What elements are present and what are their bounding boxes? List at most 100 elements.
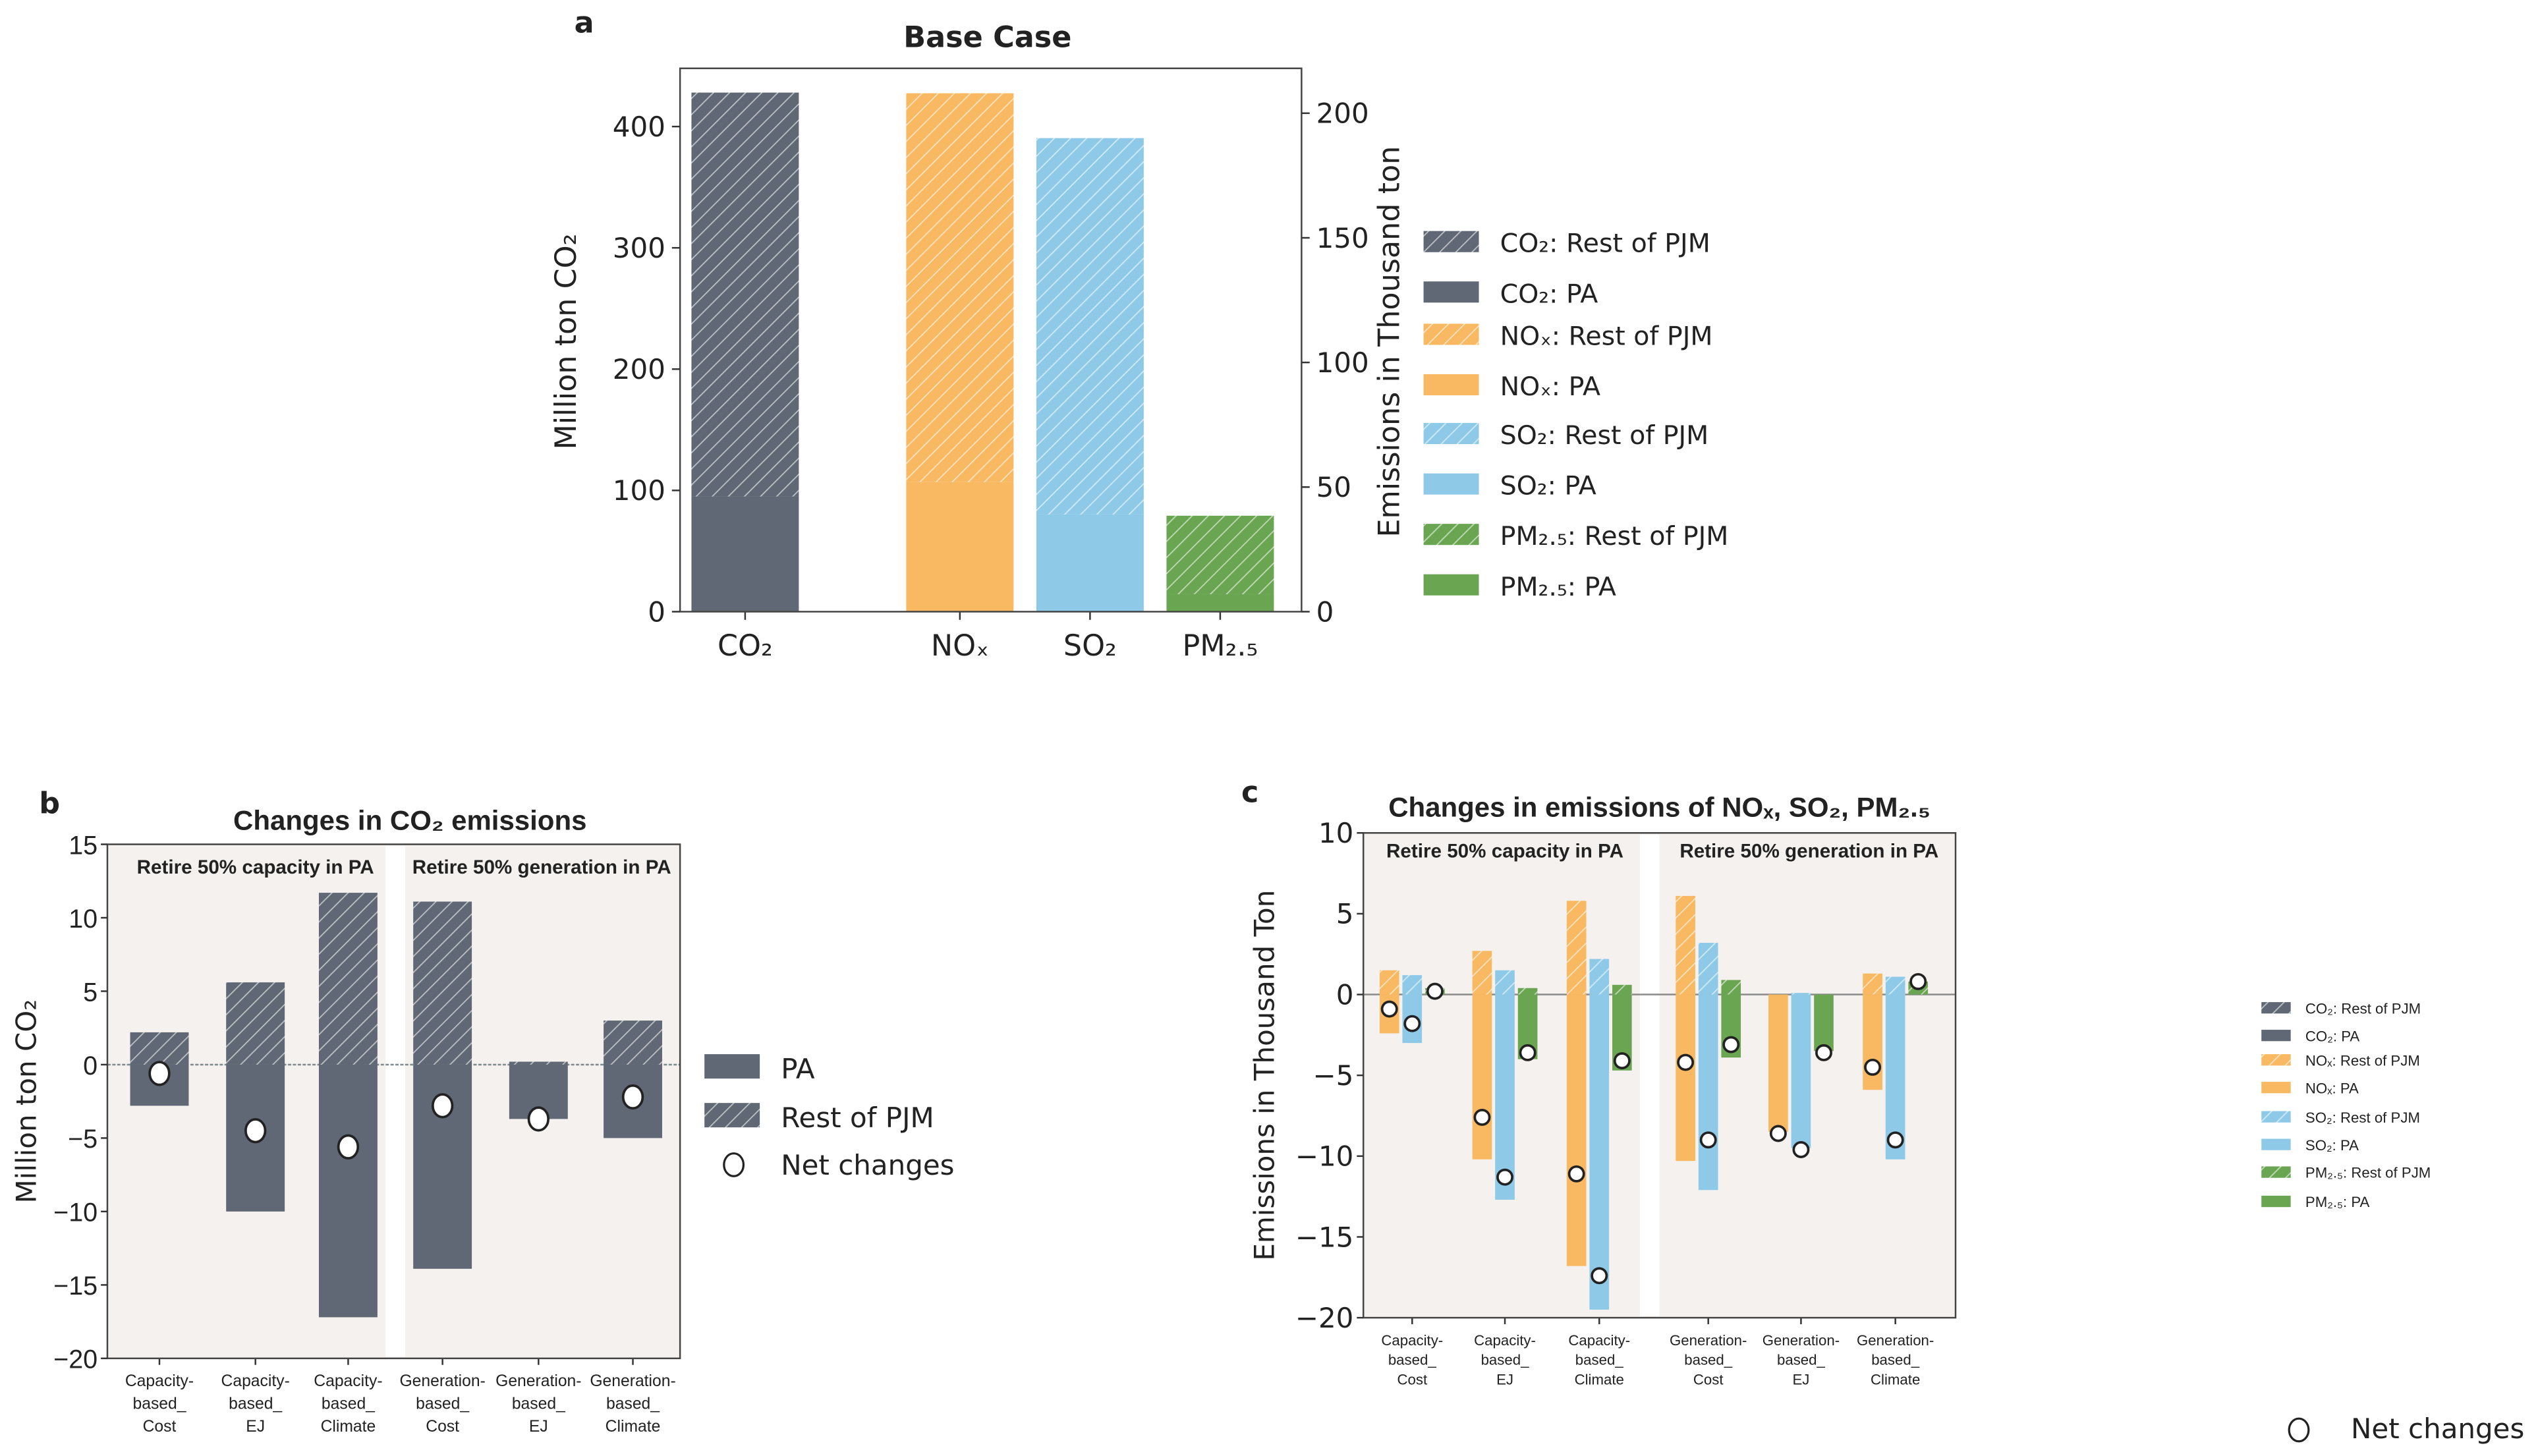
- bar-pa-PM25: [1166, 594, 1274, 612]
- legend-swatch: [1423, 323, 1479, 345]
- legend-swatch: [2261, 1082, 2291, 1094]
- legend-label: PA: [781, 1053, 815, 1085]
- x-tick-label: Cost: [426, 1418, 459, 1436]
- legend-swatch: [2261, 1030, 2291, 1042]
- chart-a-ylabel: Million ton CO₂: [550, 234, 583, 450]
- bar-rest-PM25: [1721, 980, 1741, 995]
- legend-label: Net changes: [781, 1149, 954, 1181]
- net-change-marker-PM25: [1519, 1044, 1537, 1061]
- bar-pa-PM25: [1814, 994, 1834, 1051]
- net-change-marker: [337, 1134, 360, 1160]
- x-tick-label: Capacity-: [221, 1372, 290, 1390]
- legend-label: NOₓ: PA: [2305, 1080, 2359, 1096]
- panel-letter-b: b: [39, 787, 60, 821]
- x-tick-label: EJ: [1496, 1371, 1513, 1387]
- net-change-marker-NOx: [1864, 1058, 1882, 1076]
- y-right-tick-label: 100: [1316, 347, 1369, 379]
- panel-letter-a: a: [575, 6, 594, 40]
- bar-rest-NOx: [1676, 895, 1695, 995]
- chart-b-group-label-generation: Retire 50% generation in PA: [412, 856, 671, 878]
- y-tick-label: 15: [69, 831, 98, 860]
- net-change-marker-PM25: [1613, 1052, 1631, 1070]
- legend-label: PM₂.₅: Rest of PJM: [2305, 1165, 2431, 1181]
- x-tick-label: Cost: [143, 1418, 177, 1436]
- legend-swatch: [1423, 231, 1479, 252]
- y-tick-label: −20: [1295, 1302, 1354, 1334]
- legend-label: PM₂.₅: PA: [1500, 572, 1616, 602]
- x-tick-label: based_: [512, 1395, 565, 1413]
- bar-rest-NOx: [1566, 901, 1587, 995]
- bar-pa-CO2: [691, 496, 799, 612]
- net-change-marker-NOx: [1567, 1165, 1585, 1183]
- legend-label: CO₂: PA: [1500, 279, 1598, 309]
- y-tick-label: 0: [1336, 978, 1354, 1011]
- net-change-marker-PM25: [1722, 1036, 1740, 1053]
- net-change-marker: [621, 1084, 644, 1110]
- x-tick-label: Capacity-: [1381, 1332, 1443, 1349]
- legend-label: Net changes: [2351, 1413, 2524, 1445]
- y-tick-label: 10: [69, 905, 98, 934]
- bar-pa-NOx: [1566, 994, 1587, 1266]
- y-tick-label: 200: [613, 353, 665, 385]
- x-tick-label: Capacity-: [125, 1372, 194, 1390]
- legend-swatch: [1423, 473, 1479, 495]
- net-change-marker: [148, 1061, 171, 1086]
- y-tick-label: 5: [1336, 898, 1354, 930]
- scenario-separator: [1639, 834, 1660, 1316]
- legend-swatch: [1423, 524, 1479, 546]
- legend-label: Rest of PJM: [781, 1102, 934, 1134]
- y-tick-label: −5: [68, 1125, 98, 1154]
- bar-rest-SO2: [1036, 138, 1144, 515]
- chart-b-ylabel: Million ton CO₂: [10, 999, 42, 1204]
- y-tick-label: 300: [613, 232, 665, 264]
- chart-c-title: Changes in emissions of NOₓ, SO₂, PM₂.₅: [1388, 792, 1931, 823]
- legend-label: SO₂: PA: [1500, 471, 1596, 501]
- bar-pa-NOx: [906, 482, 1014, 612]
- legend-swatch: [1423, 423, 1479, 445]
- x-tick-label: PM₂.₅: [1182, 629, 1258, 663]
- x-tick-label: Climate: [606, 1418, 661, 1436]
- bar-rest-SO2: [1885, 976, 1905, 995]
- legend-swatch: [2261, 1054, 2291, 1066]
- bar-rest-CO2: [691, 92, 799, 497]
- x-tick-label: Capacity-: [1568, 1332, 1630, 1349]
- legend-label: CO₂: Rest of PJM: [2305, 1000, 2421, 1017]
- bar-rest-NOx: [906, 93, 1014, 482]
- y-right-tick-label: 50: [1316, 471, 1351, 503]
- y-tick-label: 100: [613, 474, 665, 507]
- bar-pa: [318, 1064, 378, 1318]
- scenario-separator: [385, 846, 405, 1357]
- y-tick-label: −10: [1295, 1140, 1354, 1173]
- bar-rest: [318, 893, 378, 1065]
- bar-rest-PM25: [1166, 515, 1274, 594]
- bar-pa-SO2: [1495, 994, 1515, 1200]
- bar-rest: [130, 1032, 189, 1065]
- bar-pa-NOx: [1676, 994, 1695, 1162]
- net-change-marker-PM25: [1426, 982, 1444, 1000]
- bar-rest-SO2: [1589, 959, 1610, 995]
- legend-swatch: [2261, 1166, 2291, 1178]
- bar-rest-PM25: [1612, 984, 1632, 995]
- legend-swatch-pa: [704, 1054, 760, 1079]
- net-change-marker-SO2: [1496, 1168, 1514, 1186]
- bar-rest-SO2: [1791, 993, 1811, 995]
- legend-swatch: [2261, 1002, 2291, 1014]
- bar-pa-SO2: [1698, 994, 1718, 1190]
- chart-c-group-label-generation: Retire 50% generation in PA: [1679, 840, 1938, 862]
- y-tick-label: 400: [613, 111, 665, 143]
- legend-swatch: [1423, 281, 1479, 303]
- net-change-marker-SO2: [1792, 1141, 1810, 1158]
- legend-label: SO₂: Rest of PJM: [1500, 420, 1709, 451]
- legend-swatch: [1423, 574, 1479, 596]
- chart-a-title: Base Case: [903, 21, 1071, 55]
- x-tick-label: based_: [1777, 1352, 1826, 1368]
- net-change-marker-NOx: [1473, 1108, 1491, 1126]
- y-tick-label: 10: [1318, 817, 1353, 849]
- net-change-marker-SO2: [1699, 1131, 1717, 1149]
- y-right-tick-label: 0: [1316, 596, 1334, 628]
- x-tick-label: based_: [322, 1395, 375, 1413]
- bar-pa-NOx: [1472, 994, 1492, 1160]
- x-tick-label: Cost: [1693, 1371, 1724, 1387]
- legend-label: NOₓ: PA: [1500, 372, 1600, 402]
